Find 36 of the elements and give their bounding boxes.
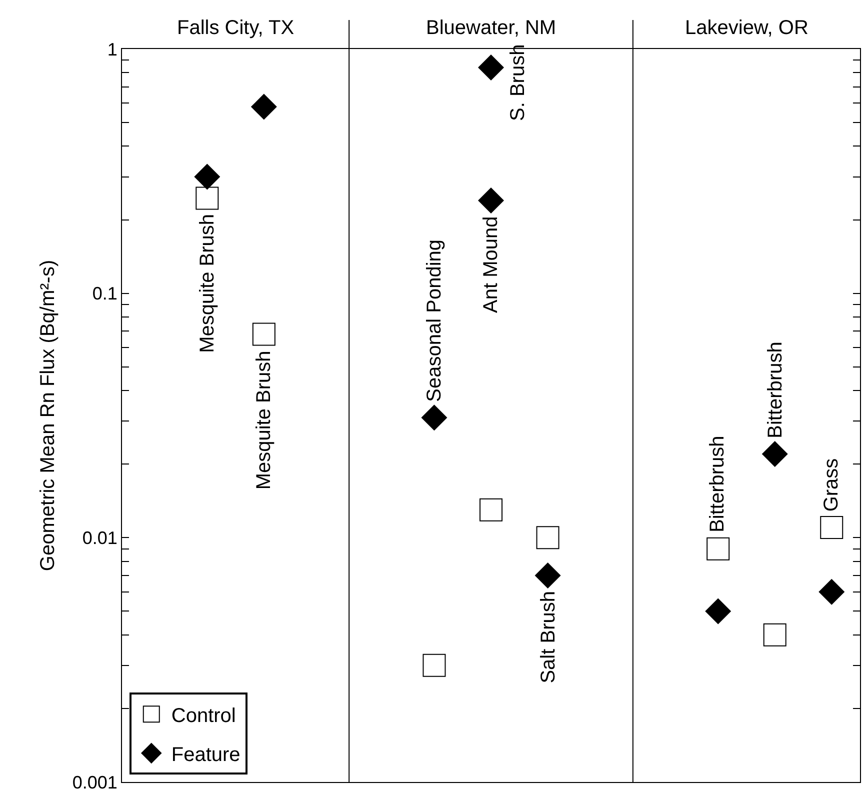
data-label: Seasonal Ponding <box>424 239 446 402</box>
point <box>534 562 561 589</box>
data-label: Mesquite Brush <box>196 214 218 353</box>
point <box>196 186 219 210</box>
y-axis-title: Geometric Mean Rn Flux (Bq/m²-s) <box>36 260 59 572</box>
data-label: Mesquite Brush <box>253 350 276 490</box>
legend-label: Feature <box>171 744 240 766</box>
point <box>706 537 730 560</box>
point <box>536 526 560 550</box>
point <box>422 654 446 677</box>
point <box>762 441 788 467</box>
legend-label: Control <box>171 704 236 727</box>
data-label: Grass <box>820 458 843 512</box>
point <box>478 187 504 214</box>
data-label: S. Brush <box>507 44 529 121</box>
point <box>763 623 786 646</box>
text: Lakeview, OR <box>685 17 808 39</box>
y-tick-label: 0.1 <box>92 284 118 304</box>
data-label: Bitterbrush <box>764 342 786 438</box>
text: Falls City, TX <box>177 17 294 39</box>
y-tick-label: 1 <box>107 39 118 60</box>
data-label: Ant Mound <box>480 216 502 313</box>
point <box>250 94 277 120</box>
text: Bluewater, NM <box>426 17 556 39</box>
point <box>252 322 276 346</box>
point <box>820 516 844 540</box>
data-label: Salt Brush <box>537 591 560 684</box>
point <box>421 404 448 431</box>
point <box>478 54 504 80</box>
point <box>194 164 220 190</box>
y-tick-label: 0.01 <box>82 528 118 548</box>
point <box>705 598 732 624</box>
y-tick-label: 0.001 <box>72 772 118 792</box>
data-label: Bitterbrush <box>706 436 729 532</box>
point <box>480 498 502 522</box>
point <box>818 578 845 605</box>
